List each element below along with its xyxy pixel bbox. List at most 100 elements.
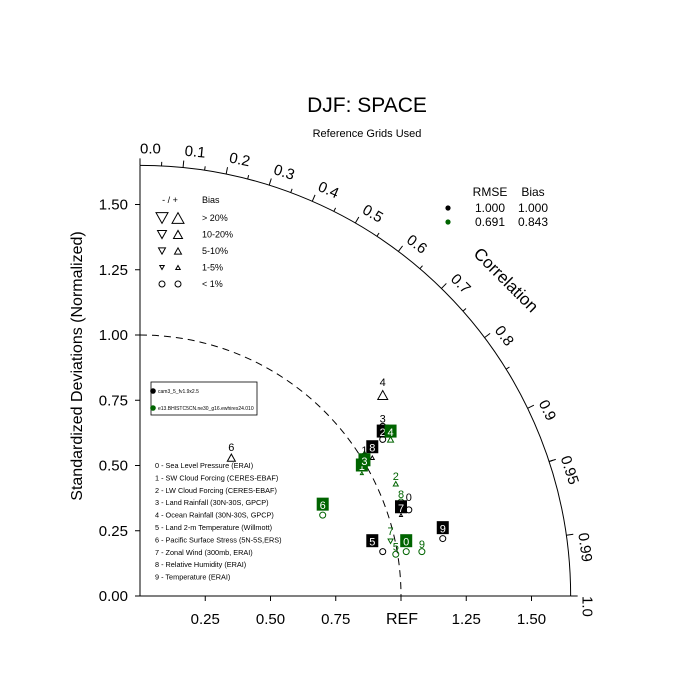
bias-legend-header: Bias: [202, 195, 220, 205]
variable-list-item: 6 - Pacific Surface Stress (5N-5S,ERS): [155, 535, 282, 544]
y-tick-label: 0.50: [99, 458, 128, 475]
correlation-tick: [354, 216, 360, 224]
data-point-marker: [392, 480, 400, 487]
data-point-label: 2: [380, 427, 386, 439]
correlation-tick-label: 0.9: [535, 397, 559, 423]
data-point-marker: [376, 389, 389, 401]
correlation-minor-tick: [247, 175, 250, 180]
case-legend-box: [150, 381, 258, 416]
x-tick-label: 0.75: [321, 611, 350, 628]
bias-legend-label: 1-5%: [202, 263, 223, 273]
correlation-tick: [397, 245, 403, 252]
variable-list-item: 2 - LW Cloud Forcing (CERES-EBAF): [155, 486, 277, 495]
data-point-label: 8: [369, 443, 375, 455]
data-point-marker: [418, 548, 426, 556]
bias-legend-down-marker: [158, 264, 166, 271]
data-point-label: 1: [361, 445, 367, 457]
stats-case-dot: [445, 219, 451, 225]
variable-list-item: 8 - Relative Humidity (ERAI): [155, 560, 246, 569]
data-point-marker: [402, 548, 410, 556]
data-point-label: 6: [228, 442, 234, 454]
y-tick-label: 1.50: [99, 197, 128, 214]
variable-list-item: 7 - Zonal Wind (300mb, ERAI): [155, 548, 253, 557]
variable-list-item: 0 - Sea Level Pressure (ERAI): [155, 461, 253, 470]
data-point-label: 9: [440, 524, 446, 536]
data-point-label: 5: [393, 541, 399, 553]
data-point-marker: [386, 435, 395, 443]
data-point-label-box: [316, 497, 329, 511]
data-point-label: 9: [419, 539, 425, 551]
correlation-tick-label: 0.2: [228, 150, 252, 171]
chart-title: DJF: SPACE: [307, 94, 427, 117]
data-point-marker: [398, 512, 404, 517]
y-axis-label: Standardized Deviations (Normalized): [69, 231, 86, 500]
correlation-tick-label: 0.8: [491, 323, 517, 350]
data-point-marker: [359, 470, 365, 476]
bias-legend-down-marker: [157, 247, 167, 256]
correlation-tick: [566, 533, 574, 536]
stats-case-dot: [445, 205, 451, 211]
y-tick-label: 0.25: [99, 523, 128, 540]
correlation-tick-label: 1.0: [579, 596, 596, 617]
correlation-tick: [527, 404, 535, 409]
data-point-label: 3: [380, 414, 386, 426]
correlation-minor-tick: [505, 366, 510, 370]
variable-list-item: 3 - Land Rainfall (30N-30S, GPCP): [155, 498, 269, 507]
correlation-tick: [441, 283, 447, 289]
chart-subtitle: Reference Grids Used: [313, 128, 422, 140]
variable-list-item: 4 - Ocean Rainfall (30N-30S, GPCP): [155, 511, 274, 520]
correlation-tick: [182, 160, 185, 168]
correlation-tick: [484, 333, 491, 339]
data-point-label: 4: [380, 377, 386, 389]
data-point-marker: [226, 453, 237, 462]
correlation-label: Correlation: [470, 244, 542, 316]
stats-bias-value: 1.000: [518, 201, 548, 215]
case-legend-label: e13.BHISTC5CN.ne30_g16.ewhires24.010: [158, 406, 254, 412]
correlation-tick-label: 0.95: [557, 454, 582, 487]
data-point-label: 0: [403, 537, 409, 549]
data-point-label-box: [384, 424, 397, 438]
y-tick-label: 0.00: [99, 588, 128, 605]
correlation-tick-label: 0.6: [403, 231, 430, 257]
bias-legend-circle-marker: [158, 280, 166, 288]
x-tick-label: 1.25: [452, 611, 481, 628]
bias-legend-up-marker: [174, 264, 182, 271]
variable-list-item: 9 - Temperature (ERAI): [155, 573, 230, 582]
bias-legend-label: < 1%: [202, 279, 223, 289]
ref-label: REF: [386, 611, 418, 628]
stats-header-bias: Bias: [521, 185, 544, 199]
correlation-minor-tick: [204, 166, 206, 171]
data-point-marker: [439, 535, 447, 543]
correlation-minor-tick: [376, 232, 380, 237]
data-point-marker: [392, 550, 400, 558]
data-point-marker: [369, 454, 376, 460]
variable-list-item: 5 - Land 2-m Temperature (Willmott): [155, 523, 272, 532]
y-tick-label: 1.25: [99, 262, 128, 279]
case-legend-dot: [150, 388, 156, 394]
bias-legend-circle-marker: [174, 280, 182, 288]
bias-legend-down-marker: [156, 229, 168, 240]
correlation-tick: [225, 167, 229, 175]
bias-legend-up-marker: [172, 229, 184, 240]
y-tick-label: 1.00: [99, 327, 128, 344]
data-point-label: 8: [398, 489, 404, 501]
data-point-label-box: [366, 440, 379, 454]
correlation-tick-label: 0.99: [574, 532, 595, 563]
bias-legend-label: 10-20%: [202, 230, 233, 240]
correlation-tick: [268, 178, 272, 186]
data-point-marker: [387, 538, 394, 545]
correlation-tick-label: 0.7: [447, 271, 474, 298]
data-point-label: 0: [406, 492, 412, 504]
stats-bias-value: 0.843: [518, 215, 548, 229]
x-tick-label: 0.25: [191, 611, 220, 628]
stats-rmse-value: 1.000: [475, 201, 505, 215]
correlation-minor-tick: [333, 207, 337, 212]
correlation-tick-label: 0.5: [359, 201, 386, 226]
bias-legend-down-marker: [155, 212, 169, 225]
case-legend-dot: [150, 405, 156, 411]
correlation-tick-label: 0.3: [272, 161, 297, 183]
correlation-minor-tick: [419, 265, 423, 270]
data-point-label-box: [436, 521, 449, 535]
correlation-minor-tick: [290, 188, 293, 193]
